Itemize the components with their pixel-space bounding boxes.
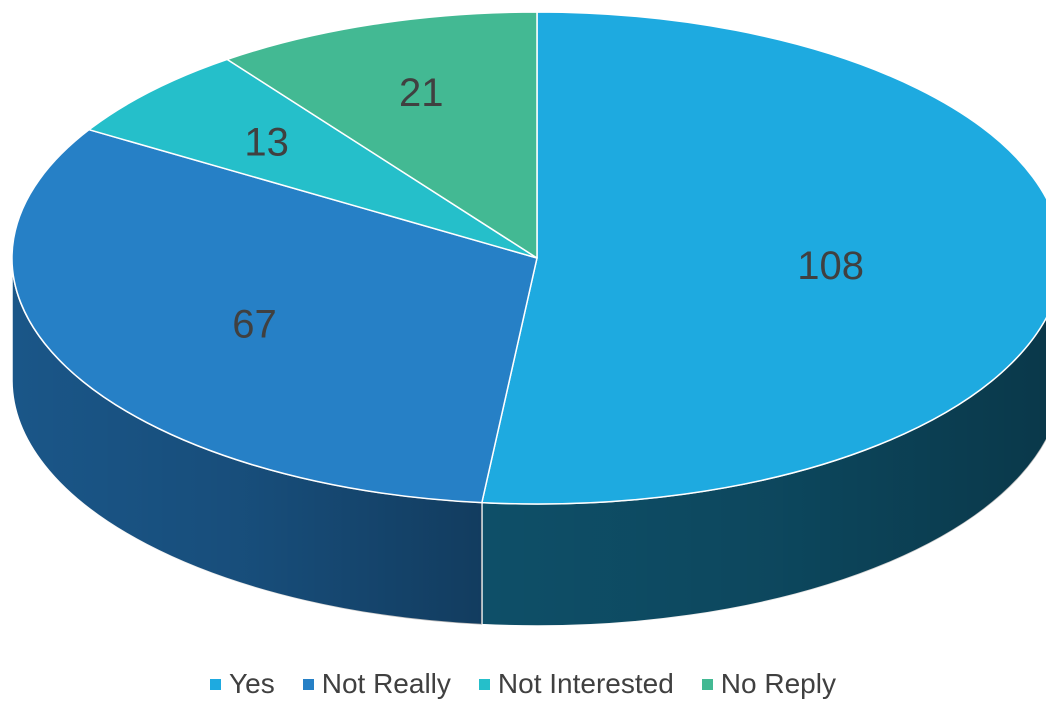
slice-not-interested [88,58,538,259]
data-label-no-reply: 21 [399,71,444,115]
data-label-yes: 108 [797,244,864,288]
legend-item-not-really: Not Really [302,668,451,700]
legend-label-not-really: Not Really [321,668,451,699]
slice-yes [481,11,1046,505]
pie-chart-svg: 108 67 13 21 [11,11,1046,627]
legend-swatch-not-interested [478,678,490,690]
legend-item-yes: Yes [210,668,275,700]
data-label-not-really: 67 [232,302,277,346]
legend-item-not-interested: Not Interested [478,668,674,700]
legend-swatch-no-reply [701,678,713,690]
legend-label-no-reply: No Reply [720,668,836,699]
legend-label-yes: Yes [229,668,275,699]
legend-swatch-yes [210,678,222,690]
slice-not-really [11,128,538,504]
legend-item-no-reply: No Reply [701,668,836,700]
legend-swatch-not-really [302,678,314,690]
slice-side-shade-yes [481,318,1046,626]
chart-legend: Yes Not Really Not Interested No Reply [0,668,1046,700]
data-label-not-interested: 13 [244,120,289,164]
slice-no-reply [226,11,538,259]
slice-side-shade-not-really [12,258,482,625]
legend-label-not-interested: Not Interested [497,668,674,699]
